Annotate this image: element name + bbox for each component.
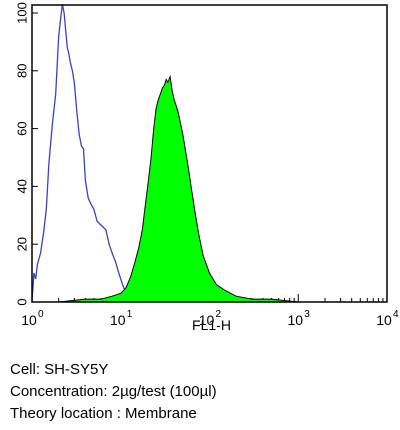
series-1-filled-histogram (32, 74, 387, 303)
y-axis-ticks: 0 20 40 60 80 100 (14, 2, 38, 306)
x-tick-label-base: 10 (287, 312, 303, 328)
y-tick-label: 40 (14, 179, 29, 193)
x-tick-label-exponent: 1 (127, 309, 133, 320)
x-tick-label-base: 10 (110, 312, 126, 328)
x-tick-label-exponent: 2 (216, 309, 222, 320)
y-tick-label: 60 (14, 121, 29, 135)
caption-theory-location: Theory location : Membrane (10, 405, 197, 422)
series-layer (31, 4, 387, 303)
x-tick-label-base: 10 (199, 312, 215, 328)
x-tick-label-exponent: 4 (393, 309, 399, 320)
caption-cell: Cell: SH-SY5Y (10, 361, 109, 378)
plot-frame (31, 4, 388, 303)
x-axis-label: FL1-H (192, 317, 231, 333)
y-tick-label: 0 (14, 298, 29, 305)
y-tick-label: 20 (14, 237, 29, 251)
x-tick-label-exponent: 3 (304, 309, 310, 320)
x-tick-label-exponent: 0 (38, 309, 44, 320)
y-tick-label: 100 (14, 2, 29, 24)
caption-concentration: Concentration: 2µg/test (100µl) (10, 383, 217, 400)
y-tick-label: 80 (14, 64, 29, 78)
series-0-outline-histogram (31, 4, 130, 303)
x-tick-label-base: 10 (21, 312, 37, 328)
x-tick-label-base: 10 (376, 312, 392, 328)
